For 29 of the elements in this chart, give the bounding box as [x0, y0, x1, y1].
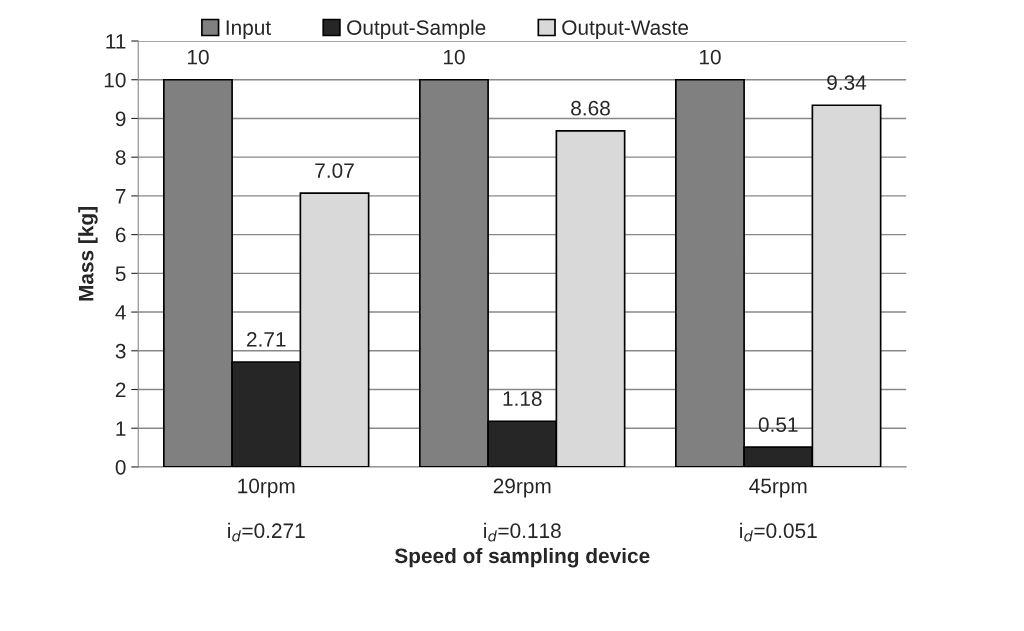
data-label: 10: [443, 49, 465, 65]
data-label: 0.51: [758, 417, 798, 432]
y-tick-label: 9: [115, 111, 126, 127]
legend-label: Input: [226, 20, 271, 40]
y-tick-label: 6: [115, 227, 126, 243]
y-tick-label: 2: [115, 382, 126, 398]
data-label: 9.34: [827, 75, 867, 91]
category-label: 10rpm i$_{d}$=0.271: [228, 478, 305, 542]
category-label: 45rpm i$_{d}$=0.051: [740, 478, 817, 542]
y-axis-title: Mass [kg]: [78, 207, 98, 301]
y-tick-label: 7: [115, 189, 126, 204]
y-tick-label: 11: [106, 34, 126, 49]
legend-label: Output-Waste: [562, 20, 689, 40]
x-axis-title: Speed of sampling device: [394, 547, 650, 568]
legend-label: Output-Sample: [347, 19, 486, 40]
y-tick-label: 0: [115, 459, 126, 475]
y-tick-label: 3: [115, 343, 126, 359]
y-tick-label: 10: [104, 72, 126, 88]
y-tick-label: 4: [115, 305, 126, 320]
data-label: 10: [699, 49, 721, 65]
data-label: 7.07: [315, 163, 354, 178]
category-label: 29rpm i$_{d}$=0.118: [484, 478, 561, 542]
y-tick-label: 8: [115, 150, 126, 165]
data-label: 10: [187, 49, 209, 65]
y-tick-label: 1: [116, 421, 126, 436]
data-label: 1.18: [503, 391, 542, 407]
data-label: 8.68: [571, 100, 610, 116]
y-tick-label: 5: [115, 266, 126, 282]
data-label: 2.71: [247, 332, 286, 347]
